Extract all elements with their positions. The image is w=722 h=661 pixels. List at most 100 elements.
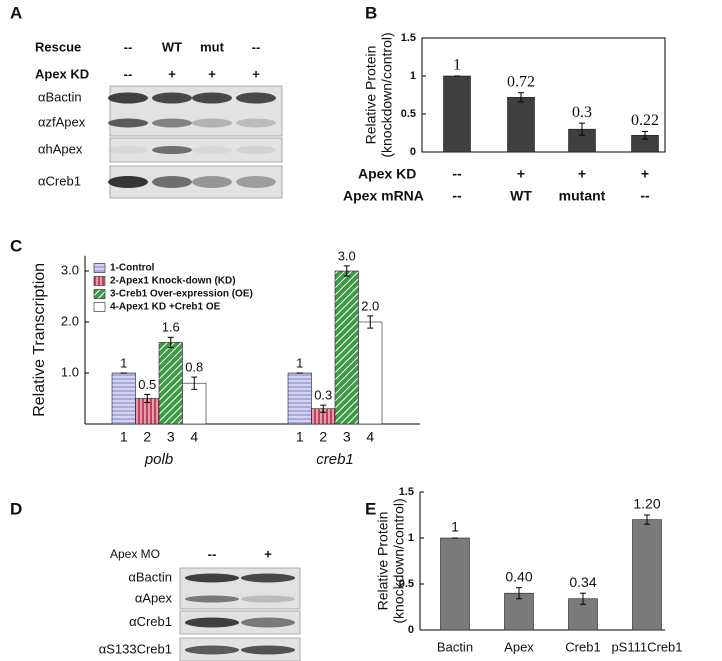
row-label: αCreb1 — [38, 173, 81, 188]
lane-label: -- — [208, 546, 217, 561]
bar — [158, 342, 183, 425]
lane-label: + — [168, 66, 176, 81]
lane-label: -- — [124, 66, 133, 81]
lane-label: + — [208, 66, 216, 81]
value-label: 0.3 — [314, 388, 332, 403]
band — [236, 146, 276, 154]
bar-sublabel: 2 — [143, 429, 151, 445]
panel-letter: A — [10, 3, 22, 22]
bar-sublabel: 1 — [296, 429, 304, 445]
bar-sublabel: 1 — [120, 429, 128, 445]
row-label: αApex — [135, 590, 173, 605]
band — [108, 118, 148, 128]
band — [152, 118, 192, 128]
bar-sublabel: 4 — [366, 429, 374, 445]
band — [241, 617, 295, 628]
bar — [334, 270, 359, 425]
band — [185, 617, 239, 628]
y-axis-label: Relative Transcription — [31, 263, 48, 417]
y-tick-label: 0 — [410, 146, 416, 158]
bar — [507, 96, 535, 153]
legend-swatch — [93, 276, 106, 286]
row-label: αzfApex — [38, 114, 86, 129]
row-label: αCreb1 — [129, 614, 172, 629]
band — [108, 176, 148, 188]
band — [192, 92, 232, 104]
category-label: -- — [452, 188, 462, 204]
band — [241, 595, 295, 603]
panel-letter: C — [10, 236, 22, 255]
category-label: + — [578, 166, 586, 182]
band — [192, 146, 232, 154]
value-label: 3.0 — [338, 248, 356, 263]
value-label: 1 — [451, 519, 459, 535]
band — [236, 92, 276, 104]
value-label: 0.3 — [572, 104, 592, 121]
bar-sublabel: 2 — [319, 429, 327, 445]
band — [236, 118, 276, 128]
y-tick-label: 0 — [408, 624, 414, 636]
value-label: 1.20 — [633, 496, 660, 512]
x-tick-label: Bactin — [437, 639, 473, 654]
legend-label: 4-Apex1 KD +Creb1 OE — [110, 302, 221, 313]
band — [152, 92, 192, 104]
legend-label: 3-Creb1 Over-expression (OE) — [110, 289, 253, 300]
band — [152, 176, 192, 188]
x-tick-label: Creb1 — [565, 639, 600, 654]
legend-label: 2-Apex1 Knock-down (KD) — [110, 276, 236, 287]
band — [185, 595, 239, 603]
panel-letter: E — [365, 499, 376, 518]
y-tick-label: 1 — [408, 532, 414, 544]
bar — [111, 372, 136, 425]
band — [236, 176, 276, 188]
legend-label: 1-Control — [110, 263, 155, 274]
y-axis-label: (knockdown/control) — [379, 32, 395, 157]
bar — [632, 519, 662, 631]
y-axis-label: Relative Protein — [363, 46, 379, 145]
value-label: 0.22 — [631, 112, 659, 129]
lane-label: + — [264, 546, 272, 561]
y-tick-label: 0.5 — [401, 108, 416, 120]
header-name: Rescue — [35, 39, 81, 54]
bar — [440, 537, 470, 631]
y-axis-label: (knockdown/control) — [391, 498, 407, 623]
y-tick-label: 1 — [410, 70, 416, 82]
group-label: creb1 — [316, 451, 354, 468]
y-tick-label: 3.0 — [61, 262, 79, 277]
header-name: Apex MO — [110, 547, 160, 561]
legend-swatch — [93, 289, 106, 299]
band — [152, 146, 192, 154]
lane-label: WT — [162, 39, 182, 54]
bar-sublabel: 3 — [343, 429, 351, 445]
value-label: 1 — [120, 355, 127, 370]
value-label: 1.6 — [162, 320, 180, 335]
blot-box — [179, 567, 301, 610]
category-label: WT — [510, 188, 532, 204]
value-label: 0.34 — [569, 574, 596, 590]
y-tick-label: 1.5 — [399, 486, 414, 498]
legend-swatch — [93, 263, 106, 273]
x-tick-label: pS111Creb1 — [611, 639, 682, 654]
row-label: αBactin — [38, 89, 82, 104]
y-tick-label: 1.5 — [401, 32, 416, 44]
y-tick-label: 0.5 — [399, 578, 414, 590]
band — [185, 573, 239, 583]
blot-box — [109, 137, 283, 163]
lane-label: mut — [200, 39, 225, 54]
plot-frame — [421, 37, 666, 153]
value-label: 1 — [296, 355, 303, 370]
blot-box — [179, 610, 301, 635]
value-label: 1 — [453, 57, 461, 74]
band — [108, 146, 148, 154]
bar-sublabel: 3 — [167, 429, 175, 445]
panel-letter: B — [365, 3, 377, 22]
bar — [358, 321, 383, 425]
value-label: 0.8 — [185, 360, 203, 375]
y-tick-label: 2.0 — [61, 313, 79, 328]
value-label: 0.72 — [507, 73, 535, 90]
band — [241, 645, 295, 655]
lane-label: + — [252, 66, 260, 81]
row-label: αS133Creb1 — [99, 641, 172, 656]
row-name: Apex KD — [358, 166, 416, 182]
